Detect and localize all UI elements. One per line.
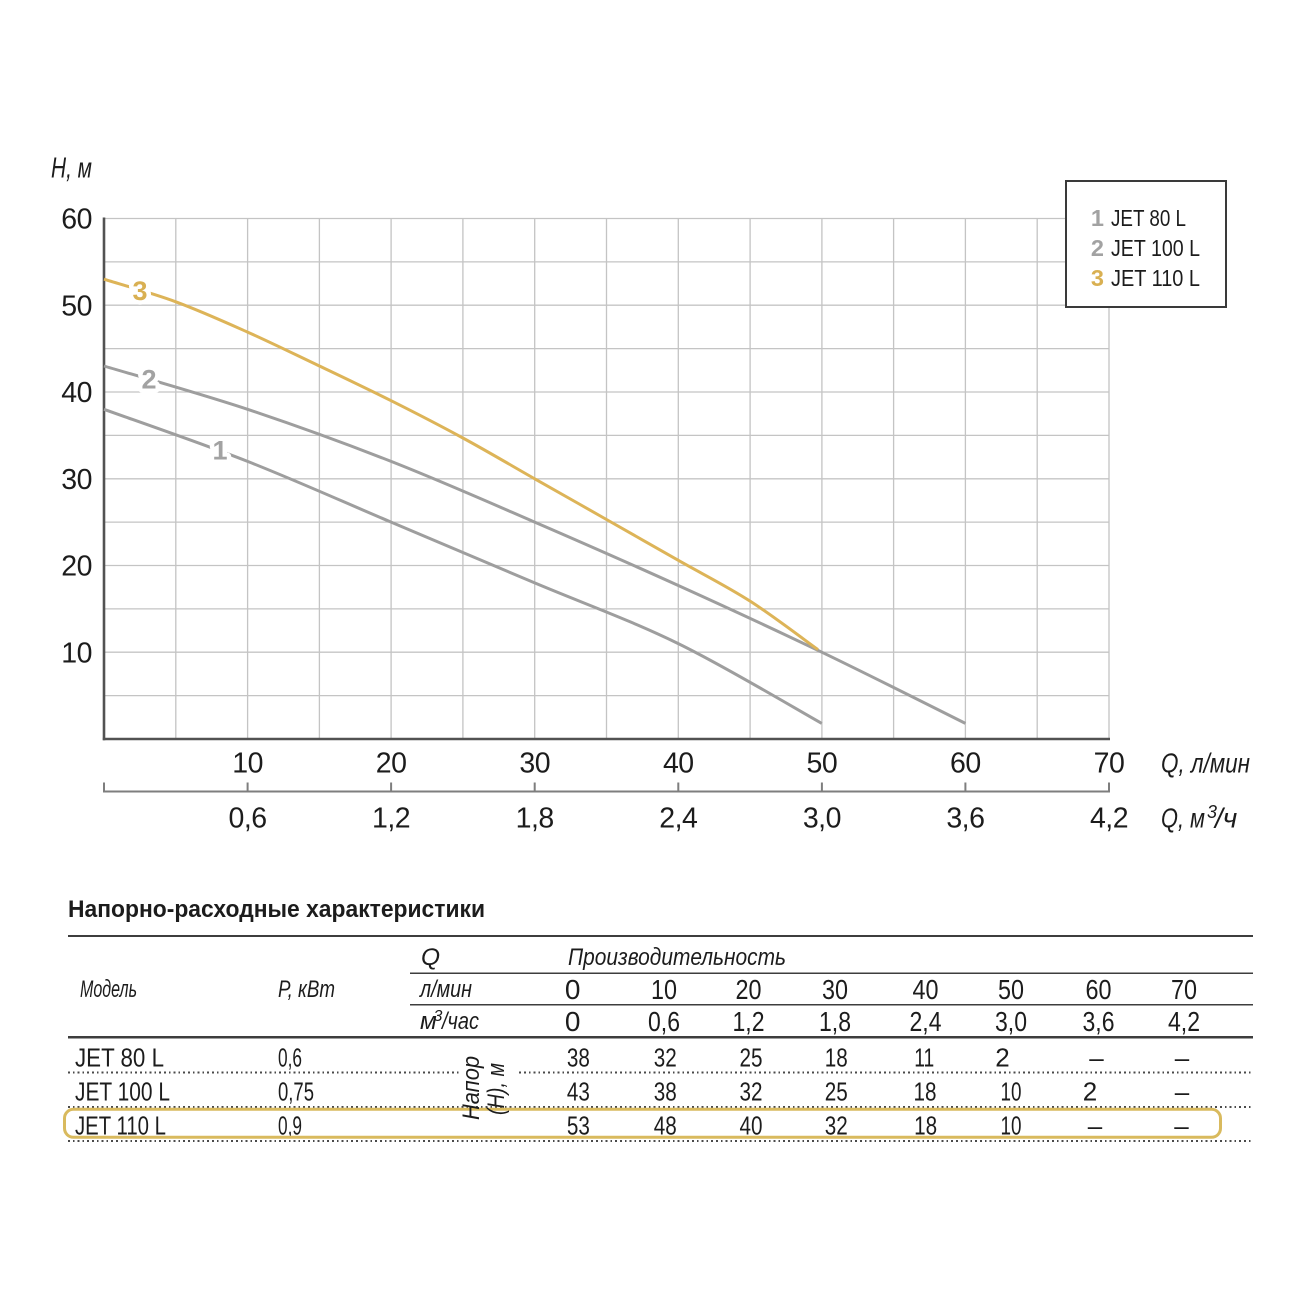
svg-text:10: 10 bbox=[232, 748, 263, 780]
svg-text:10: 10 bbox=[1001, 1077, 1022, 1107]
svg-text:48: 48 bbox=[654, 1111, 677, 1141]
svg-text:10: 10 bbox=[61, 638, 92, 670]
svg-text:Q: Q bbox=[421, 944, 440, 971]
svg-text:1,2: 1,2 bbox=[733, 1006, 765, 1037]
svg-text:3: 3 bbox=[1091, 265, 1104, 291]
svg-text:JET 80 L: JET 80 L bbox=[75, 1043, 164, 1073]
svg-text:25: 25 bbox=[825, 1077, 848, 1107]
svg-text:20: 20 bbox=[736, 974, 762, 1005]
svg-text:60: 60 bbox=[950, 748, 981, 780]
svg-text:Модель: Модель bbox=[80, 976, 137, 1003]
svg-text:Q, м: Q, м bbox=[1161, 803, 1205, 834]
svg-text:0: 0 bbox=[565, 1006, 581, 1037]
svg-text:л/мин: л/мин bbox=[418, 976, 472, 1003]
svg-text:30: 30 bbox=[822, 974, 848, 1005]
svg-text:3: 3 bbox=[132, 276, 147, 306]
svg-text:10: 10 bbox=[1001, 1111, 1022, 1141]
svg-text:1: 1 bbox=[212, 436, 227, 466]
svg-text:32: 32 bbox=[654, 1043, 677, 1073]
svg-text:40: 40 bbox=[663, 748, 694, 780]
svg-text:/ч: /ч bbox=[1213, 803, 1237, 834]
svg-text:40: 40 bbox=[740, 1111, 763, 1141]
svg-text:0,75: 0,75 bbox=[278, 1077, 314, 1107]
svg-text:70: 70 bbox=[1171, 974, 1197, 1005]
svg-text:0,6: 0,6 bbox=[278, 1043, 302, 1073]
svg-text:3,0: 3,0 bbox=[803, 803, 841, 835]
svg-text:10: 10 bbox=[651, 974, 677, 1005]
svg-text:70: 70 bbox=[1094, 748, 1125, 780]
svg-text:20: 20 bbox=[61, 551, 92, 583]
svg-text:3,6: 3,6 bbox=[1083, 1006, 1115, 1037]
svg-text:40: 40 bbox=[61, 377, 92, 409]
svg-text:Напор: Напор bbox=[458, 1056, 485, 1120]
svg-text:18: 18 bbox=[914, 1111, 937, 1141]
svg-text:–: – bbox=[1088, 1111, 1103, 1141]
svg-text:4,2: 4,2 bbox=[1090, 803, 1128, 835]
svg-text:38: 38 bbox=[654, 1077, 677, 1107]
svg-text:0,6: 0,6 bbox=[648, 1006, 680, 1037]
svg-text:11: 11 bbox=[914, 1043, 934, 1073]
svg-text:40: 40 bbox=[913, 974, 939, 1005]
svg-text:2: 2 bbox=[995, 1043, 1009, 1073]
svg-text:3: 3 bbox=[1207, 802, 1217, 822]
svg-text:JET 100 L: JET 100 L bbox=[1111, 235, 1200, 261]
svg-text:3,0: 3,0 bbox=[995, 1006, 1027, 1037]
svg-text:JET 110 L: JET 110 L bbox=[75, 1111, 166, 1141]
svg-text:1,8: 1,8 bbox=[516, 803, 554, 835]
svg-text:Производительность: Производительность bbox=[568, 944, 786, 971]
svg-text:43: 43 bbox=[567, 1077, 590, 1107]
svg-text:2: 2 bbox=[141, 365, 156, 395]
svg-text:20: 20 bbox=[376, 748, 407, 780]
svg-text:3: 3 bbox=[434, 1008, 443, 1025]
svg-text:0,6: 0,6 bbox=[229, 803, 267, 835]
svg-text:60: 60 bbox=[1086, 974, 1112, 1005]
svg-text:4,2: 4,2 bbox=[1168, 1006, 1200, 1037]
svg-text:0: 0 bbox=[565, 974, 581, 1005]
svg-text:53: 53 bbox=[567, 1111, 590, 1141]
svg-text:30: 30 bbox=[61, 464, 92, 496]
svg-text:18: 18 bbox=[825, 1043, 848, 1073]
svg-text:Р, кВт: Р, кВт bbox=[278, 976, 335, 1003]
svg-text:2,4: 2,4 bbox=[910, 1006, 942, 1037]
svg-text:3,6: 3,6 bbox=[946, 803, 984, 835]
svg-text:JET 100 L: JET 100 L bbox=[75, 1077, 170, 1107]
svg-text:2: 2 bbox=[1091, 235, 1104, 261]
svg-text:1,8: 1,8 bbox=[819, 1006, 851, 1037]
svg-text:38: 38 bbox=[567, 1043, 590, 1073]
svg-text:–: – bbox=[1089, 1043, 1104, 1073]
svg-text:0,9: 0,9 bbox=[278, 1111, 302, 1141]
svg-text:2: 2 bbox=[1083, 1077, 1097, 1107]
svg-text:–: – bbox=[1175, 1043, 1190, 1073]
svg-text:H, м: H, м bbox=[51, 153, 92, 185]
svg-text:30: 30 bbox=[519, 748, 550, 780]
svg-text:–: – bbox=[1175, 1077, 1190, 1107]
svg-text:м: м bbox=[420, 1008, 437, 1035]
svg-text:JET 110 L: JET 110 L bbox=[1111, 265, 1200, 291]
svg-text:32: 32 bbox=[740, 1077, 763, 1107]
svg-text:1: 1 bbox=[1091, 205, 1104, 231]
svg-text:JET 80 L: JET 80 L bbox=[1111, 205, 1186, 231]
svg-text:32: 32 bbox=[825, 1111, 848, 1141]
svg-text:50: 50 bbox=[998, 974, 1024, 1005]
svg-text:18: 18 bbox=[914, 1077, 937, 1107]
svg-text:Q, л/мин: Q, л/мин bbox=[1161, 748, 1250, 779]
svg-text:2,4: 2,4 bbox=[659, 803, 698, 835]
svg-text:–: – bbox=[1174, 1111, 1189, 1141]
svg-text:60: 60 bbox=[61, 204, 92, 236]
svg-text:(H), м: (H), м bbox=[483, 1063, 510, 1115]
svg-text:/час: /час bbox=[440, 1008, 479, 1035]
svg-text:Напорно-расходные характеристи: Напорно-расходные характеристики bbox=[68, 896, 485, 923]
svg-text:25: 25 bbox=[740, 1043, 763, 1073]
svg-text:50: 50 bbox=[61, 291, 92, 323]
svg-text:50: 50 bbox=[807, 748, 838, 780]
svg-text:1,2: 1,2 bbox=[372, 803, 410, 835]
